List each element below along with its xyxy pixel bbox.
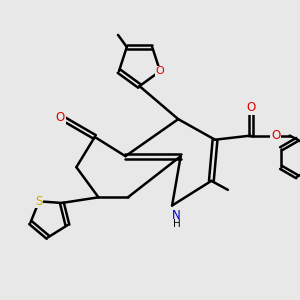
Text: H: H — [173, 219, 181, 229]
Text: O: O — [246, 101, 255, 114]
Text: O: O — [156, 66, 164, 76]
Text: S: S — [35, 195, 43, 208]
Text: O: O — [56, 111, 65, 124]
Text: N: N — [172, 208, 181, 222]
Text: O: O — [271, 129, 280, 142]
